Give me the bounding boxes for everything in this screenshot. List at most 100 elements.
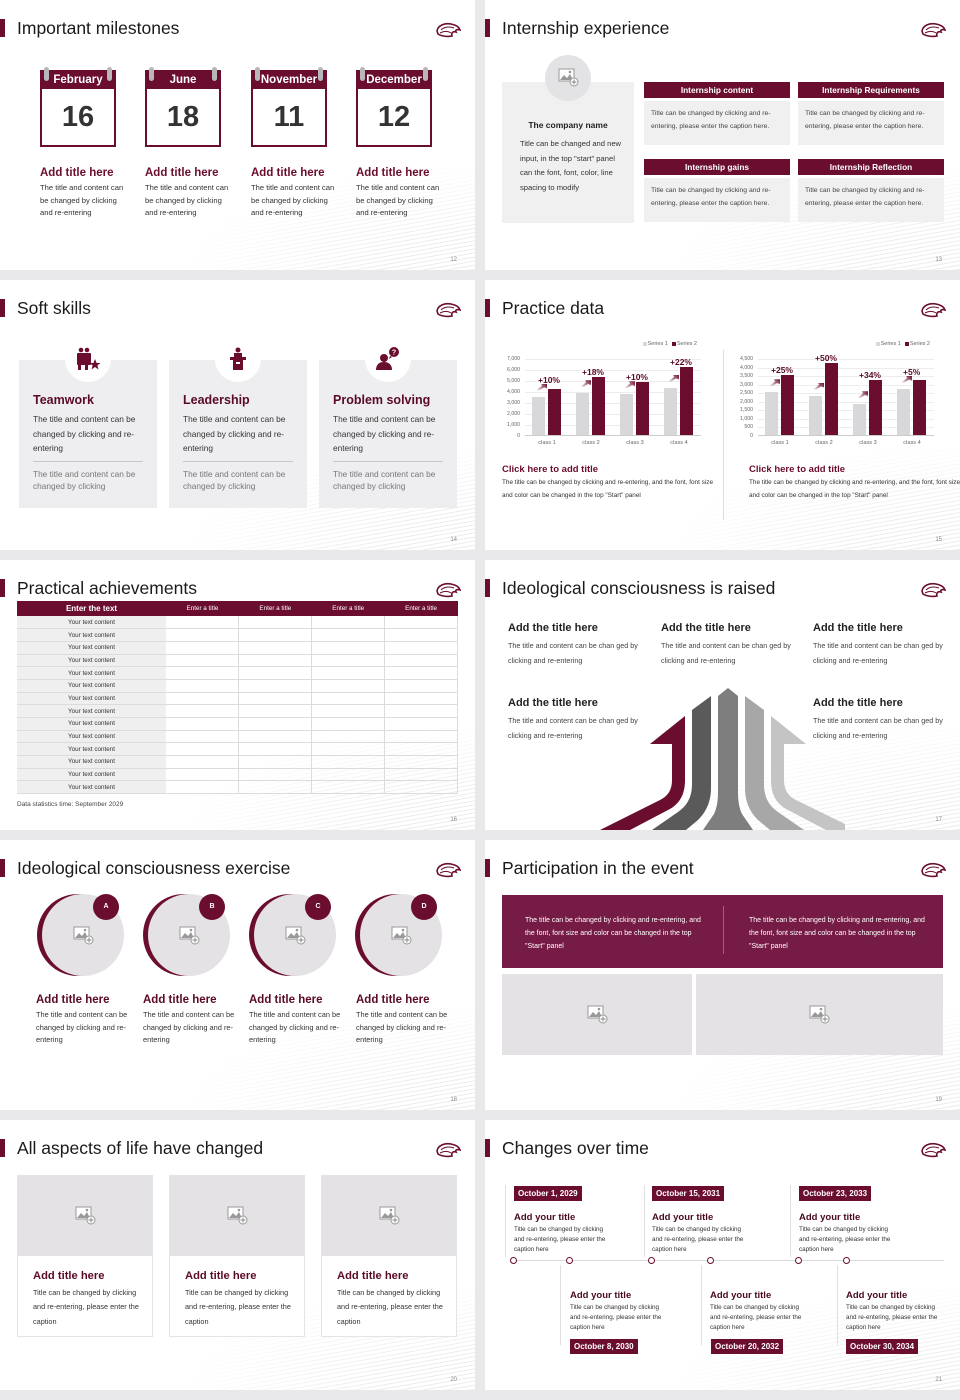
table-cell[interactable] <box>311 628 386 642</box>
bar-series-2 <box>548 388 561 435</box>
image-circle[interactable]: B <box>143 894 233 976</box>
table-cell[interactable] <box>384 666 458 680</box>
table-cell[interactable] <box>166 730 240 744</box>
slide-important-milestones[interactable]: Important milestones 12 February 16 June… <box>0 0 475 270</box>
row-label[interactable]: Your text content <box>17 692 166 706</box>
table-cell[interactable] <box>384 717 458 731</box>
table-cell[interactable] <box>384 628 458 642</box>
letter-badge: A <box>93 894 119 920</box>
image-placeholder[interactable] <box>322 1176 456 1256</box>
table-cell[interactable] <box>238 641 313 655</box>
slide-ideological-consciousness-exercise[interactable]: Ideological consciousness exercise 18 A … <box>0 840 475 1110</box>
table-cell[interactable] <box>166 616 240 630</box>
slide-changes-over-time[interactable]: Changes over time 21 October 1, 2029 Add… <box>485 1120 960 1390</box>
table-cell[interactable] <box>311 730 386 744</box>
row-label[interactable]: Your text content <box>17 717 166 731</box>
table-cell[interactable] <box>166 717 240 731</box>
table-cell[interactable] <box>166 666 240 680</box>
table-cell[interactable] <box>166 641 240 655</box>
table-cell[interactable] <box>311 742 386 757</box>
table-cell[interactable] <box>238 755 313 769</box>
image-placeholder[interactable] <box>170 1176 304 1256</box>
block-text: The title and content can be chan ged by… <box>813 641 943 665</box>
slide-practical-achievements[interactable]: Practical achievements 16 Enter the text… <box>0 560 475 830</box>
table-cell[interactable] <box>384 704 458 718</box>
table-cell[interactable] <box>166 780 240 795</box>
table-cell[interactable] <box>311 616 386 630</box>
table-cell[interactable] <box>238 704 313 718</box>
row-label[interactable]: Your text content <box>17 780 166 795</box>
image-circle[interactable]: C <box>249 894 339 976</box>
slide-internship-experience[interactable]: Internship experience 13 The company nam… <box>485 0 960 270</box>
table-cell[interactable] <box>384 780 458 795</box>
table-cell[interactable] <box>384 755 458 769</box>
table-cell[interactable] <box>311 780 386 795</box>
table-cell[interactable] <box>311 641 386 655</box>
slide-soft-skills[interactable]: Soft skills 14 Teamwork The title and co… <box>0 280 475 550</box>
slide-participation-in-event[interactable]: Participation in the event 19 The title … <box>485 840 960 1110</box>
table-cell[interactable] <box>384 692 458 706</box>
image-placeholder[interactable] <box>18 1176 152 1256</box>
image-placeholder[interactable] <box>696 974 943 1055</box>
table-cell[interactable] <box>311 679 386 693</box>
table-cell[interactable] <box>238 780 313 795</box>
table-cell[interactable] <box>238 768 313 782</box>
row-label[interactable]: Your text content <box>17 654 166 668</box>
table-cell[interactable] <box>166 628 240 642</box>
table-cell[interactable] <box>238 679 313 693</box>
eagle-logo-icon <box>436 582 461 598</box>
table-cell[interactable] <box>166 679 240 693</box>
table-cell[interactable] <box>384 768 458 782</box>
table-cell[interactable] <box>166 755 240 769</box>
table-cell[interactable] <box>384 641 458 655</box>
y-tick-label: 4,000 <box>740 364 753 371</box>
image-placeholder[interactable] <box>502 974 692 1055</box>
table-cell[interactable] <box>311 692 386 706</box>
table-cell[interactable] <box>311 654 386 668</box>
table-cell[interactable] <box>166 704 240 718</box>
slide-practice-data[interactable]: Practice data 15 Series 1 Series 2 0 1,000 2… <box>485 280 960 550</box>
table-cell[interactable] <box>166 654 240 668</box>
table-cell[interactable] <box>238 717 313 731</box>
event-heading: Add your title <box>514 1212 576 1223</box>
table-cell[interactable] <box>311 768 386 782</box>
row-label[interactable]: Your text content <box>17 616 166 630</box>
row-label[interactable]: Your text content <box>17 641 166 655</box>
table-cell[interactable] <box>238 666 313 680</box>
table-cell[interactable] <box>311 717 386 731</box>
slide-aspects-of-life-changed[interactable]: All aspects of life have changed 20 Add … <box>0 1120 475 1390</box>
row-label[interactable]: Your text content <box>17 666 166 680</box>
table-cell[interactable] <box>384 742 458 757</box>
table-cell[interactable] <box>238 692 313 706</box>
table-cell[interactable] <box>384 616 458 630</box>
table-cell[interactable] <box>166 742 240 757</box>
table-cell[interactable] <box>384 654 458 668</box>
table-cell[interactable] <box>238 616 313 630</box>
image-circle[interactable]: D <box>355 894 445 976</box>
caption-heading[interactable]: Click here to add title <box>749 464 846 475</box>
table-cell[interactable] <box>384 679 458 693</box>
table-cell[interactable] <box>238 730 313 744</box>
table-cell[interactable] <box>238 742 313 757</box>
event-heading: Add your title <box>570 1290 632 1301</box>
row-label[interactable]: Your text content <box>17 704 166 718</box>
table-cell[interactable] <box>311 755 386 769</box>
table-cell[interactable] <box>238 628 313 642</box>
caption-heading[interactable]: Click here to add title <box>502 464 599 475</box>
row-label[interactable]: Your text content <box>17 628 166 642</box>
table-cell[interactable] <box>311 666 386 680</box>
table-cell[interactable] <box>166 768 240 782</box>
image-placeholder[interactable] <box>545 55 591 101</box>
row-label[interactable]: Your text content <box>17 755 166 769</box>
row-label[interactable]: Your text content <box>17 730 166 744</box>
table-cell[interactable] <box>238 654 313 668</box>
row-label[interactable]: Your text content <box>17 768 166 782</box>
table-cell[interactable] <box>166 692 240 706</box>
table-cell[interactable] <box>311 704 386 718</box>
slide-ideological-consciousness-raised[interactable]: Ideological consciousness is raised 17 A… <box>485 560 960 830</box>
title-accent-bar <box>0 1139 5 1157</box>
row-label[interactable]: Your text content <box>17 679 166 693</box>
row-label[interactable]: Your text content <box>17 742 166 757</box>
table-cell[interactable] <box>384 730 458 744</box>
image-circle[interactable]: A <box>37 894 127 976</box>
